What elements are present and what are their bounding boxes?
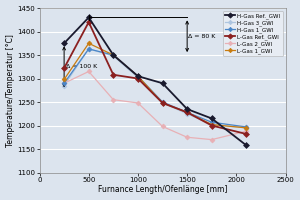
L-Gas 1_GWI <box>210 123 214 126</box>
L-Gas Ref._GWI <box>161 102 164 104</box>
H-Gas Ref._GWI <box>185 108 189 110</box>
L-Gas 1_GWI <box>136 75 140 77</box>
H-Gas 3_GWI <box>161 102 164 104</box>
H-Gas Ref._GWI <box>244 144 248 146</box>
L-Gas Ref._GWI <box>185 111 189 114</box>
H-Gas Ref._GWI <box>136 75 140 77</box>
L-Gas Ref._GWI <box>136 77 140 80</box>
H-Gas Ref._GWI <box>62 42 66 44</box>
Line: H-Gas 1_GWI: H-Gas 1_GWI <box>62 47 248 129</box>
L-Gas Ref._GWI <box>112 74 115 76</box>
L-Gas 1_GWI <box>112 54 115 56</box>
L-Gas 2_GWI <box>161 125 164 128</box>
L-Gas 1_GWI <box>62 78 66 81</box>
L-Gas Ref._GWI <box>87 21 91 23</box>
L-Gas 2_GWI <box>87 70 91 73</box>
L-Gas 2_GWI <box>185 136 189 138</box>
L-Gas 1_GWI <box>161 102 164 104</box>
Line: L-Gas 1_GWI: L-Gas 1_GWI <box>62 42 248 130</box>
H-Gas Ref._GWI <box>112 54 115 56</box>
L-Gas Ref._GWI <box>62 67 66 69</box>
L-Gas 1_GWI <box>244 127 248 129</box>
Y-axis label: Temperature/Temperatur [°C]: Temperature/Temperatur [°C] <box>6 34 15 147</box>
H-Gas 1_GWI <box>244 126 248 128</box>
H-Gas 3_GWI <box>210 123 214 126</box>
Line: H-Gas Ref._GWI: H-Gas Ref._GWI <box>62 15 248 147</box>
L-Gas Ref._GWI <box>244 133 248 135</box>
H-Gas 1_GWI <box>185 111 189 114</box>
L-Gas 2_GWI <box>136 102 140 104</box>
H-Gas Ref._GWI <box>87 16 91 19</box>
H-Gas 1_GWI <box>87 48 91 50</box>
H-Gas 3_GWI <box>244 127 248 129</box>
H-Gas 3_GWI <box>112 55 115 57</box>
H-Gas 1_GWI <box>62 82 66 84</box>
Text: Δ = 80 K: Δ = 80 K <box>188 34 215 39</box>
L-Gas 2_GWI <box>210 138 214 141</box>
Legend: H-Gas Ref._GWI, H-Gas 3_GWI, H-Gas 1_GWI, L-Gas Ref._GWI, L-Gas 2_GWI, L-Gas 1_G: H-Gas Ref._GWI, H-Gas 3_GWI, H-Gas 1_GWI… <box>223 11 283 56</box>
L-Gas 1_GWI <box>87 42 91 44</box>
H-Gas Ref._GWI <box>210 117 214 120</box>
H-Gas 3_GWI <box>136 76 140 79</box>
H-Gas 1_GWI <box>161 101 164 103</box>
Line: L-Gas 2_GWI: L-Gas 2_GWI <box>62 70 248 141</box>
H-Gas 3_GWI <box>185 113 189 115</box>
L-Gas 1_GWI <box>185 111 189 114</box>
L-Gas Ref._GWI <box>210 124 214 127</box>
Line: H-Gas 3_GWI: H-Gas 3_GWI <box>62 47 248 130</box>
X-axis label: Furnance Length/Ofenlänge [mm]: Furnance Length/Ofenlänge [mm] <box>98 185 227 194</box>
H-Gas 1_GWI <box>136 75 140 77</box>
H-Gas 3_GWI <box>62 84 66 87</box>
H-Gas 1_GWI <box>210 121 214 123</box>
L-Gas 2_GWI <box>244 130 248 132</box>
L-Gas 2_GWI <box>112 98 115 101</box>
H-Gas 1_GWI <box>112 54 115 56</box>
H-Gas Ref._GWI <box>161 82 164 84</box>
Line: L-Gas Ref._GWI: L-Gas Ref._GWI <box>62 20 248 136</box>
Text: Δ = 100 K: Δ = 100 K <box>66 64 97 69</box>
H-Gas 3_GWI <box>87 48 91 50</box>
L-Gas 2_GWI <box>62 82 66 84</box>
